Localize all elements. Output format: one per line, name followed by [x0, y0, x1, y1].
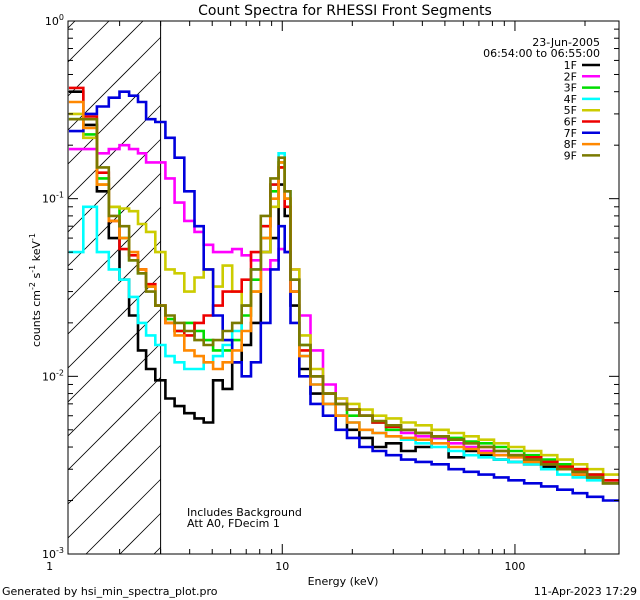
x-tick-label: 1	[46, 560, 53, 573]
series-9f	[68, 117, 619, 485]
legend-label-1f: 1F	[564, 59, 577, 72]
y-axis-label: counts cm-2 s-1 keV-1	[28, 233, 43, 347]
legend-label-3f: 3F	[564, 82, 577, 95]
legend-label-8f: 8F	[564, 138, 577, 151]
hatch-line	[68, 445, 161, 539]
annotation-attenuator: Att A0, FDecim 1	[187, 517, 280, 530]
series-6f	[68, 86, 619, 482]
date-label: 23-Jun-2005	[532, 36, 600, 49]
legend-label-6f: 6F	[564, 116, 577, 129]
series-group	[68, 86, 619, 502]
axis-tick-labels: 1 10 100 100 10-1 10-2 10-3	[42, 13, 525, 573]
x-axis-label: Energy (keV)	[308, 575, 379, 588]
hatch-line	[68, 377, 161, 471]
series-3f	[68, 117, 619, 482]
footer-generator: Generated by hsi_min_spectra_plot.pro	[2, 585, 218, 598]
legend-label-5f: 5F	[564, 104, 577, 117]
time-range-label: 06:54:00 to 06:55:00	[483, 47, 600, 60]
y-tick-label: 10-2	[42, 368, 64, 383]
hatch-line	[119, 513, 161, 554]
hatch-line	[85, 479, 161, 554]
series-7f	[68, 90, 619, 502]
legend-label-7f: 7F	[564, 127, 577, 140]
legend-label-2f: 2F	[564, 70, 577, 83]
legend-label-9f: 9F	[564, 149, 577, 162]
footer-timestamp: 11-Apr-2023 17:29	[534, 585, 637, 598]
annotation-background: Includes Background	[187, 506, 302, 519]
y-tick-label: 10-1	[42, 191, 64, 206]
hatch-line	[68, 411, 161, 505]
hatch-line	[68, 105, 161, 199]
plot-frame	[67, 20, 620, 555]
hatch-line	[68, 21, 144, 97]
hatch-line	[68, 241, 161, 335]
axis-ticks	[68, 20, 619, 555]
x-tick-label: 100	[504, 560, 525, 573]
hatch-line	[153, 547, 161, 554]
legend-label-4f: 4F	[564, 93, 577, 106]
x-tick-label: 10	[275, 560, 289, 573]
y-tick-label: 100	[45, 13, 64, 28]
chart-title: Count Spectra for RHESSI Front Segments	[198, 3, 492, 19]
y-tick-label: 10-3	[42, 546, 64, 561]
hatch-line	[68, 21, 110, 63]
hatch-line	[68, 21, 76, 29]
